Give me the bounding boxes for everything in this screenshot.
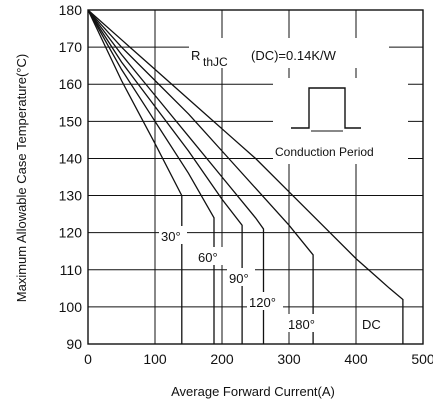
series-line-5 (87, 9, 404, 344)
x-tick-label-0: 0 (84, 351, 92, 367)
rth-annotation: R thJC (DC)=0.14K/W (189, 38, 389, 69)
y-tick-label-120: 120 (59, 225, 83, 241)
series-label-120: 120° (249, 295, 276, 310)
y-tick-label-140: 140 (59, 150, 83, 166)
y-axis-label: Maximum Allowable Case Temperature(°C) (14, 54, 29, 302)
series-label-dc: DC (362, 317, 381, 332)
x-tick-label-500: 500 (411, 351, 433, 367)
y-tick-label-150: 150 (59, 113, 83, 129)
x-tick-label-200: 200 (210, 351, 234, 367)
y-tick-label-110: 110 (60, 262, 83, 278)
rth-label-value: (DC)=0.14K/W (251, 48, 337, 63)
y-tick-label-160: 160 (59, 76, 83, 92)
series-labels: 30° 60° 90° 120° 180° DC (159, 226, 388, 332)
rth-label-main: R (191, 48, 200, 63)
conduction-label: Conduction Period (275, 145, 374, 159)
x-axis-label: Average Forward Current(A) (171, 384, 335, 399)
x-tick-label-300: 300 (277, 351, 301, 367)
conduction-period-diagram: Conduction Period (273, 78, 408, 164)
series-label-30: 30° (161, 229, 181, 244)
x-tick-label-100: 100 (143, 351, 167, 367)
series-line-4 (87, 9, 314, 344)
x-tick-label-400: 400 (344, 351, 368, 367)
y-tick-label-100: 100 (59, 299, 83, 315)
plot-frame (87, 9, 424, 345)
y-tick-label-170: 170 (59, 39, 83, 55)
tick-labels: 90 100 110 120 130 140 150 160 170 180 0 100 200 300 4… (59, 2, 433, 367)
rth-background (189, 38, 389, 68)
series-group (87, 9, 404, 344)
series-line-1 (87, 9, 215, 344)
series-line-3 (87, 9, 265, 344)
y-tick-label-130: 130 (59, 188, 83, 204)
series-line-2 (87, 9, 243, 344)
rth-label-subscript: thJC (203, 55, 228, 69)
series-label-90: 90° (229, 271, 249, 286)
conduction-background (273, 78, 408, 164)
series-label-180: 180° (288, 317, 315, 332)
series-label-60: 60° (198, 250, 218, 265)
series-line-0 (87, 9, 183, 344)
y-tick-label-90: 90 (66, 336, 82, 352)
y-tick-label-180: 180 (59, 2, 83, 18)
conduction-waveform (291, 87, 361, 129)
